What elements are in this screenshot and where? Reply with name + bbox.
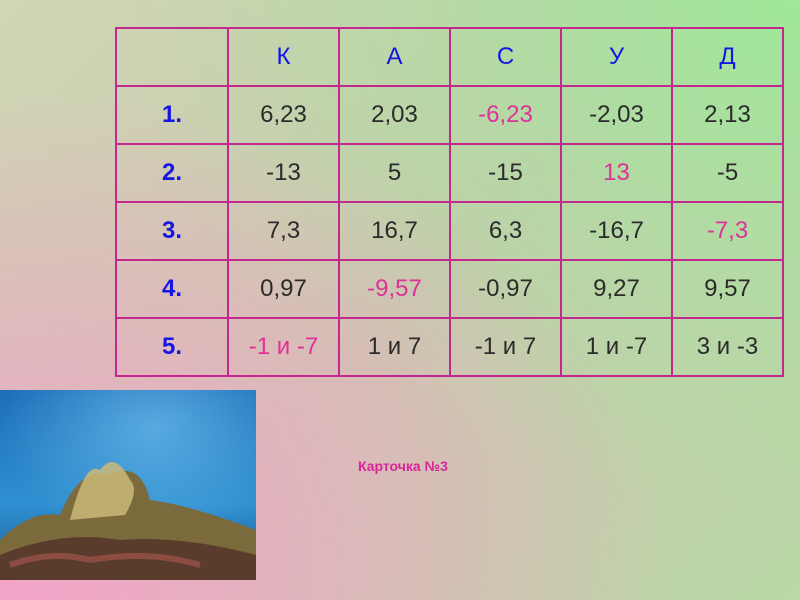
- row-number: 3.: [115, 201, 229, 261]
- corner-cell: [115, 27, 229, 87]
- cell: -1 и -7: [227, 317, 340, 377]
- row-number: 2.: [115, 143, 229, 203]
- cell: -7,3: [671, 201, 784, 261]
- cell: -16,7: [560, 201, 673, 261]
- row: 5. -1 и -7 1 и 7 -1 и 7 1 и -7 3 и -3: [115, 317, 784, 377]
- cell: -5: [671, 143, 784, 203]
- row: 1. 6,23 2,03 -6,23 -2,03 2,13: [115, 85, 784, 145]
- cell: -1 и 7: [449, 317, 562, 377]
- cell: 2,03: [338, 85, 451, 145]
- cell: 2,13: [671, 85, 784, 145]
- cell: 9,27: [560, 259, 673, 319]
- cell: -2,03: [560, 85, 673, 145]
- cell: -13: [227, 143, 340, 203]
- cell: 9,57: [671, 259, 784, 319]
- answer-table: К А С У Д 1. 6,23 2,03 -6,23 -2,03 2,13 …: [115, 27, 784, 377]
- header-cell: С: [449, 27, 562, 87]
- cell: -9,57: [338, 259, 451, 319]
- row-number: 1.: [115, 85, 229, 145]
- header-cell: А: [338, 27, 451, 87]
- cell: 1 и -7: [560, 317, 673, 377]
- underwater-photo: [0, 390, 256, 580]
- row: 3. 7,3 16,7 6,3 -16,7 -7,3: [115, 201, 784, 261]
- cell: 6,3: [449, 201, 562, 261]
- header-cell: Д: [671, 27, 784, 87]
- header-cell: К: [227, 27, 340, 87]
- cell: 13: [560, 143, 673, 203]
- card-caption: Карточка №3: [358, 458, 448, 474]
- row: 2. -13 5 -15 13 -5: [115, 143, 784, 203]
- cell: 0,97: [227, 259, 340, 319]
- cell: 3 и -3: [671, 317, 784, 377]
- cell: 16,7: [338, 201, 451, 261]
- header-row: К А С У Д: [115, 27, 784, 87]
- cell: 5: [338, 143, 451, 203]
- cell: 6,23: [227, 85, 340, 145]
- cell: -0,97: [449, 259, 562, 319]
- row: 4. 0,97 -9,57 -0,97 9,27 9,57: [115, 259, 784, 319]
- row-number: 5.: [115, 317, 229, 377]
- cell: -6,23: [449, 85, 562, 145]
- row-number: 4.: [115, 259, 229, 319]
- cell: 7,3: [227, 201, 340, 261]
- cell: 1 и 7: [338, 317, 451, 377]
- header-cell: У: [560, 27, 673, 87]
- cell: -15: [449, 143, 562, 203]
